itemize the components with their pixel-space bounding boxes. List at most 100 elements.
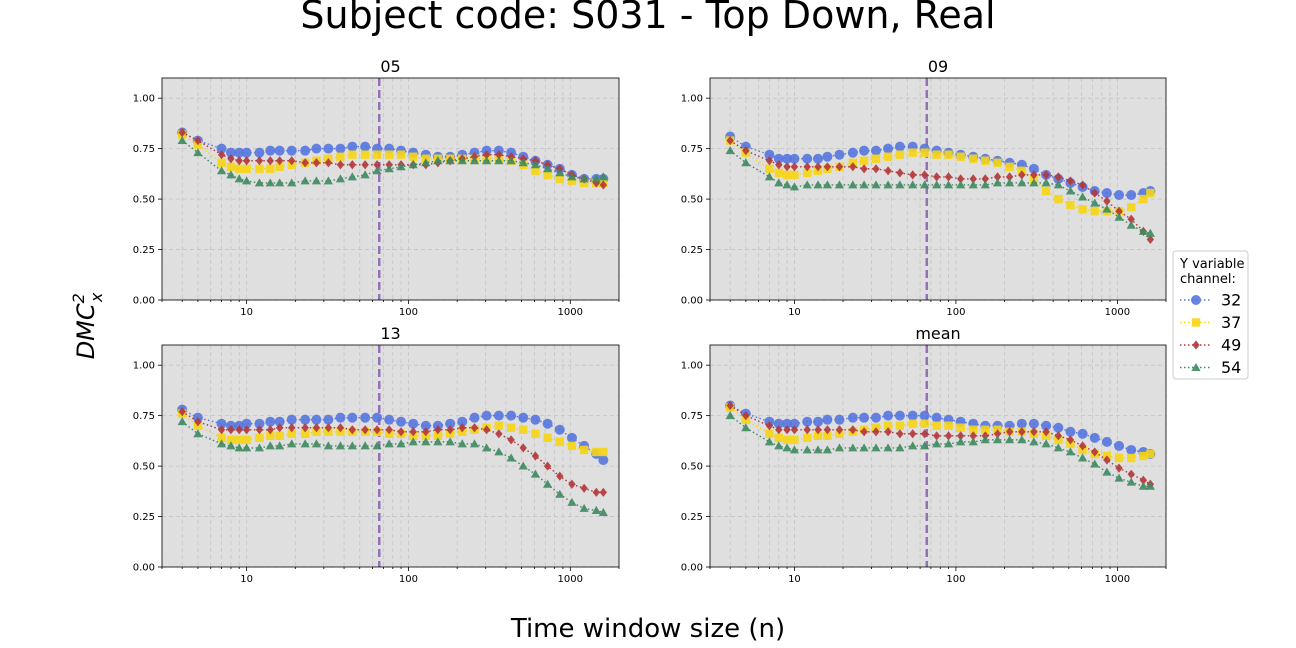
x-tick-label: 10: [240, 574, 253, 585]
axes-frame: [161, 344, 620, 568]
point-37: [969, 154, 978, 163]
point-37: [275, 162, 284, 171]
point-54: [193, 148, 203, 157]
point-54: [1126, 220, 1136, 229]
point-32: [518, 412, 529, 423]
point-37: [300, 429, 310, 438]
point-49: [543, 461, 552, 471]
point-32: [1101, 436, 1112, 447]
point-37: [235, 435, 244, 445]
point-49: [1103, 196, 1111, 206]
point-32: [286, 414, 297, 425]
point-54: [1078, 453, 1088, 462]
legend-marker: [1192, 340, 1200, 350]
point-37: [920, 148, 929, 157]
figure-title: Subject code: S031 - Top Down, Real: [300, 0, 995, 37]
point-49: [993, 429, 1002, 439]
point-37: [384, 150, 394, 159]
point-37: [217, 158, 226, 167]
point-49: [1042, 427, 1050, 437]
point-54: [234, 174, 244, 183]
point-54: [242, 443, 252, 452]
point-54: [518, 158, 528, 167]
point-49: [1146, 234, 1155, 245]
legend-title-line2: channel:: [1180, 272, 1236, 287]
point-37: [871, 154, 881, 163]
point-37: [932, 150, 941, 159]
point-54: [859, 180, 869, 189]
ylabel-base: DMC: [72, 303, 100, 359]
point-32: [782, 153, 793, 164]
point-32: [469, 412, 480, 423]
legend-marker: [1191, 318, 1201, 327]
point-54: [311, 176, 322, 185]
point-54: [396, 162, 406, 171]
point-54: [789, 182, 800, 191]
point-49: [1103, 455, 1111, 465]
point-49: [849, 162, 857, 172]
point-54: [741, 158, 751, 167]
point-49: [956, 174, 965, 184]
point-32: [894, 410, 905, 421]
point-49: [849, 425, 857, 435]
point-49: [227, 154, 235, 164]
point-49: [956, 431, 965, 441]
point-49: [1078, 441, 1087, 451]
point-54: [360, 170, 370, 179]
point-49: [896, 429, 904, 439]
point-49: [1127, 469, 1135, 479]
point-54: [177, 417, 187, 426]
point-32: [1065, 426, 1076, 437]
point-49: [217, 150, 226, 160]
point-37: [287, 429, 296, 438]
point-54: [384, 164, 394, 173]
legend-items: 32 37 49 54: [1180, 291, 1241, 377]
point-37: [360, 150, 370, 159]
point-32: [216, 418, 227, 429]
point-37: [1041, 186, 1051, 196]
point-54: [908, 441, 918, 450]
y-tick-label: 1.00: [133, 361, 155, 372]
point-37: [372, 150, 382, 159]
point-49: [301, 423, 309, 433]
point-37: [396, 150, 406, 159]
point-49: [932, 431, 941, 441]
point-49: [920, 170, 929, 180]
point-37: [433, 431, 443, 441]
point-49: [1066, 435, 1075, 445]
point-49: [288, 156, 296, 166]
point-49: [726, 400, 734, 411]
point-49: [1127, 214, 1135, 224]
point-49: [814, 162, 822, 172]
point-54: [1065, 186, 1076, 195]
point-54: [335, 174, 346, 183]
point-54: [782, 443, 792, 452]
point-49: [803, 162, 811, 172]
point-49: [266, 156, 274, 166]
point-54: [372, 166, 382, 175]
point-32: [822, 414, 833, 425]
point-49: [266, 425, 274, 435]
point-49: [835, 425, 844, 435]
point-54: [555, 168, 565, 177]
y-tick-label: 0.00: [681, 563, 703, 574]
point-54: [323, 176, 333, 185]
point-37: [765, 429, 774, 438]
point-49: [275, 423, 284, 433]
point-49: [1030, 427, 1038, 437]
point-54: [445, 437, 455, 446]
y-tick-label: 1.00: [133, 94, 155, 105]
point-37: [920, 419, 929, 428]
point-54: [542, 479, 553, 488]
point-54: [774, 178, 784, 187]
point-37: [242, 164, 251, 174]
point-49: [324, 158, 333, 168]
point-37: [567, 441, 577, 451]
point-37: [255, 164, 264, 174]
point-54: [895, 443, 905, 452]
point-54: [1114, 212, 1124, 221]
point-54: [287, 178, 297, 187]
point-54: [1053, 443, 1063, 452]
point-49: [599, 180, 607, 190]
subplot-1: 10 100 1000 0.00 0.25 0.50 0.75 1.00 05: [133, 57, 620, 318]
